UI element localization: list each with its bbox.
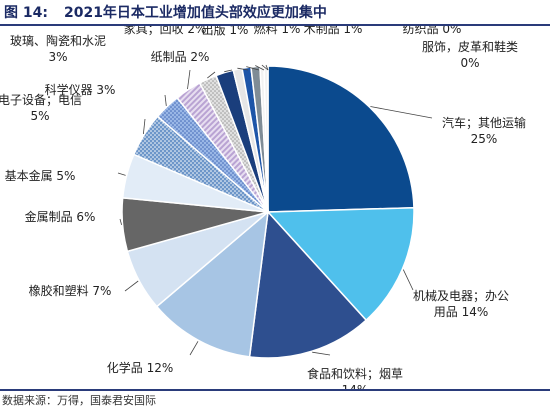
slice-label: 3% bbox=[48, 50, 67, 64]
slice-label: 家具；回收 2% bbox=[124, 26, 207, 36]
leader-line bbox=[124, 280, 139, 292]
leader-line bbox=[207, 71, 216, 79]
slice-label: 25% bbox=[471, 132, 498, 146]
slice-label: 食品和饮料；烟草 bbox=[307, 366, 403, 381]
leader-line bbox=[143, 118, 146, 135]
slice-label: 5% bbox=[30, 109, 49, 123]
slice-label: 橡胶和塑料 7% bbox=[29, 283, 112, 298]
leader-line bbox=[246, 66, 260, 71]
slice-label: 纸制品 2% bbox=[151, 50, 210, 64]
slice-label: 纺织品 0% bbox=[403, 26, 462, 36]
leader-line bbox=[117, 172, 126, 176]
slice-label: 木制品 1% bbox=[304, 26, 363, 36]
figure-title: 2021年日本工业增加值头部效应更加集中 bbox=[63, 5, 327, 21]
figure-header: 图 14: 2021年日本工业增加值头部效应更加集中 bbox=[0, 0, 550, 26]
leader-line bbox=[370, 106, 433, 119]
slice-label: 机械及电器；办公 bbox=[413, 288, 509, 303]
slice-label: 汽车；其他运输 bbox=[442, 115, 526, 130]
leader-lines bbox=[117, 64, 433, 356]
slice-label: 燃料 1% bbox=[254, 26, 301, 36]
figure-number: 图 14: bbox=[4, 5, 48, 21]
leader-line bbox=[189, 341, 199, 356]
pie-slice bbox=[267, 65, 415, 213]
leader-line bbox=[265, 64, 269, 71]
leader-line bbox=[255, 65, 265, 71]
slice-label: 0% bbox=[460, 56, 479, 70]
leader-line bbox=[402, 269, 414, 291]
leader-line bbox=[164, 94, 167, 106]
slice-label: 用品 14% bbox=[434, 305, 489, 319]
slice-label: 电子设备；电信 bbox=[0, 93, 82, 107]
slice-label: 金属制品 6% bbox=[25, 209, 96, 224]
pie-slices bbox=[121, 65, 415, 359]
slice-label: 14% bbox=[342, 383, 369, 389]
slice-label: 基本金属 5% bbox=[5, 168, 76, 183]
slice-label: 出版 1% bbox=[202, 26, 249, 37]
slice-label: 科学仪器 3% bbox=[45, 82, 116, 97]
leader-line bbox=[224, 69, 233, 73]
leader-line bbox=[187, 69, 191, 90]
slice-label: 服饰，皮革和鞋类 bbox=[422, 39, 518, 54]
pie-slice bbox=[266, 206, 415, 322]
pie-slice bbox=[155, 210, 269, 358]
slice-label: 化学品 12% bbox=[107, 360, 174, 375]
slice-label: 玻璃、陶瓷和水泥 bbox=[10, 33, 106, 48]
leader-line bbox=[261, 64, 269, 71]
leader-line bbox=[119, 218, 122, 226]
leader-line bbox=[237, 67, 249, 71]
leader-line bbox=[312, 351, 331, 356]
data-source: 数据来源：万得，国泰君安国际 bbox=[0, 389, 550, 411]
pie-slice bbox=[248, 210, 368, 359]
